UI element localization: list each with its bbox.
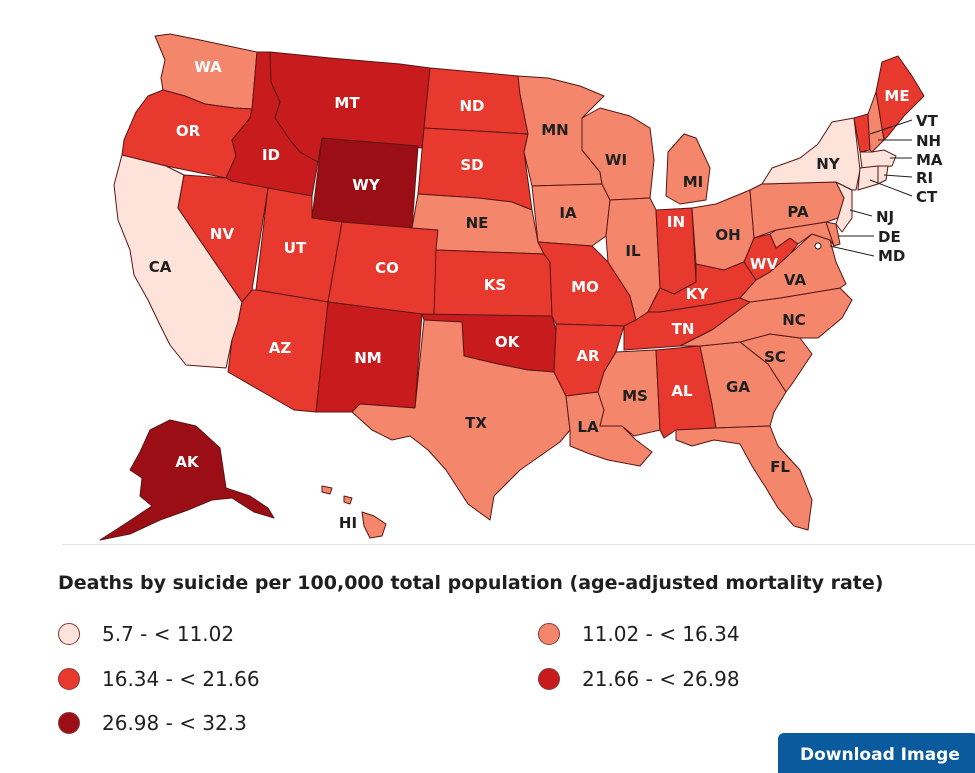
label-wv: WV xyxy=(750,255,779,273)
label-az: AZ xyxy=(269,339,292,357)
label-ma: MA xyxy=(916,151,943,169)
us-choropleth-map: WA OR CA ID NV MT WY UT AZ CO NM ND SD N… xyxy=(99,33,943,541)
label-oh: OH xyxy=(715,226,740,244)
leader-vt xyxy=(869,119,913,135)
legend-label: 5.7 - < 11.02 xyxy=(102,622,235,646)
label-ok: OK xyxy=(495,333,521,351)
label-nh: NH xyxy=(916,132,941,150)
label-id: ID xyxy=(262,146,280,164)
state-ma[interactable] xyxy=(859,149,897,169)
label-ky: KY xyxy=(686,285,710,303)
label-la: LA xyxy=(577,418,599,436)
label-ar: AR xyxy=(576,347,600,365)
state-nj[interactable] xyxy=(835,181,853,233)
label-ia: IA xyxy=(559,204,577,222)
label-de: DE xyxy=(878,228,901,246)
legend-swatch xyxy=(58,623,80,645)
label-ak: AK xyxy=(175,453,200,471)
state-ri[interactable] xyxy=(877,165,889,185)
legend-item-5[interactable]: 26.98 - < 32.3 xyxy=(58,711,247,735)
label-mt: MT xyxy=(334,94,360,112)
label-sc: SC xyxy=(764,348,786,366)
legend-label: 26.98 - < 32.3 xyxy=(102,711,247,735)
state-ak[interactable] xyxy=(99,419,275,541)
leader-ct xyxy=(869,179,913,197)
label-il: IL xyxy=(625,242,641,260)
legend-swatch xyxy=(538,668,560,690)
label-tn: TN xyxy=(672,320,695,338)
label-nj: NJ xyxy=(876,208,894,226)
legend-label: 11.02 - < 16.34 xyxy=(582,622,740,646)
legend-swatch xyxy=(538,623,560,645)
state-nv[interactable] xyxy=(177,174,269,303)
legend-item-2[interactable]: 11.02 - < 16.34 xyxy=(538,622,740,646)
legend-swatch xyxy=(58,668,80,690)
state-fl[interactable] xyxy=(675,425,813,531)
state-nh[interactable] xyxy=(867,91,885,153)
label-hi: HI xyxy=(339,514,357,532)
label-vt: VT xyxy=(916,112,939,130)
download-image-button[interactable]: Download Image xyxy=(778,733,975,773)
label-me: ME xyxy=(884,87,909,105)
label-mn: MN xyxy=(541,121,568,139)
label-ny: NY xyxy=(816,155,841,173)
map-svg: WA OR CA ID NV MT WY UT AZ CO NM ND SD N… xyxy=(99,33,943,541)
label-co: CO xyxy=(375,259,399,277)
label-pa: PA xyxy=(787,203,809,221)
label-va: VA xyxy=(784,271,807,289)
label-ne: NE xyxy=(466,214,489,232)
dc-marker xyxy=(814,242,822,250)
state-me[interactable] xyxy=(875,55,925,141)
state-hi-island[interactable] xyxy=(321,485,333,495)
legend-label: 21.66 - < 26.98 xyxy=(582,667,740,691)
label-al: AL xyxy=(671,382,693,400)
label-mi: MI xyxy=(683,173,704,191)
legend-swatch xyxy=(58,712,80,734)
state-hi-island[interactable] xyxy=(343,495,353,505)
legend-title: Deaths by suicide per 100,000 total popu… xyxy=(58,572,884,594)
state-tx[interactable] xyxy=(351,319,571,521)
label-ms: MS xyxy=(622,387,648,405)
legend-item-3[interactable]: 16.34 - < 21.66 xyxy=(58,667,260,691)
label-wa: WA xyxy=(194,58,222,76)
label-in: IN xyxy=(667,213,685,231)
label-nd: ND xyxy=(459,97,484,115)
state-hi[interactable] xyxy=(361,511,387,539)
label-tx: TX xyxy=(465,414,487,432)
label-nv: NV xyxy=(210,225,235,243)
divider xyxy=(62,544,975,545)
legend-item-1[interactable]: 5.7 - < 11.02 xyxy=(58,622,234,646)
label-ut: UT xyxy=(284,239,307,257)
label-mo: MO xyxy=(571,278,599,296)
label-nm: NM xyxy=(354,349,381,367)
state-ny[interactable] xyxy=(761,117,861,191)
state-ct[interactable] xyxy=(857,165,879,191)
state-mi[interactable] xyxy=(665,133,711,205)
leader-md xyxy=(829,245,875,257)
label-sd: SD xyxy=(460,156,483,174)
label-md: MD xyxy=(878,247,905,265)
label-ct: CT xyxy=(916,188,938,206)
state-de[interactable] xyxy=(825,221,841,247)
label-ri: RI xyxy=(916,169,933,187)
label-ga: GA xyxy=(726,378,750,396)
label-nc: NC xyxy=(782,311,806,329)
label-wi: WI xyxy=(605,151,627,169)
label-or: OR xyxy=(176,122,201,140)
label-ca: CA xyxy=(149,258,172,276)
legend-label: 16.34 - < 21.66 xyxy=(102,667,260,691)
legend-item-4[interactable]: 21.66 - < 26.98 xyxy=(538,667,740,691)
label-ks: KS xyxy=(484,276,506,294)
leader-ri xyxy=(883,174,913,178)
label-wy: WY xyxy=(352,176,381,194)
leader-nj xyxy=(849,209,873,217)
label-fl: FL xyxy=(770,458,790,476)
